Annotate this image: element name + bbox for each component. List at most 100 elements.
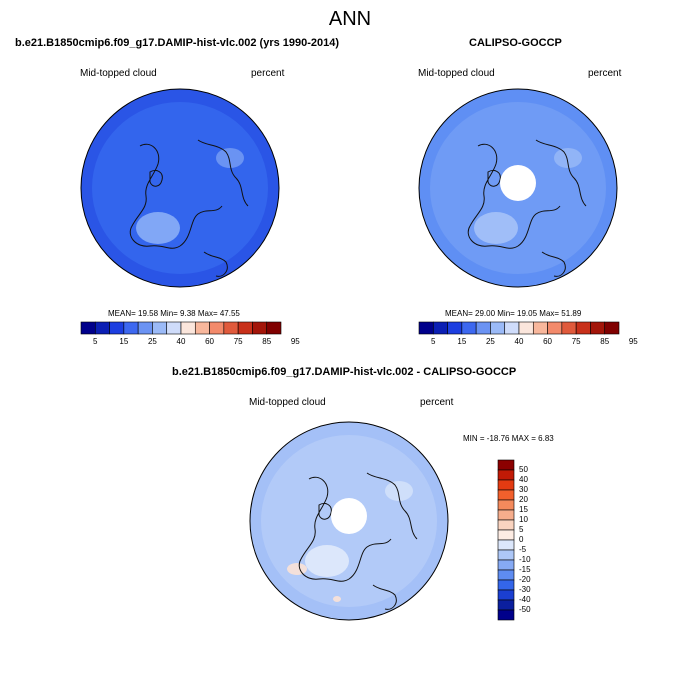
colorbar-swatch (504, 321, 520, 335)
colorbar-tick-label: 40 (176, 337, 186, 346)
coastline (366, 472, 418, 540)
cloud-patch (136, 212, 180, 244)
colorbar-swatch (490, 321, 506, 335)
cloud-patch (474, 212, 518, 244)
colorbar-swatch (223, 321, 239, 335)
colorbar-swatch (497, 569, 515, 581)
colorbar-swatch (575, 321, 591, 335)
colorbar-swatch (475, 321, 491, 335)
colorbar-tick-label: 60 (543, 337, 553, 346)
coastline (129, 143, 223, 249)
panel3-variable: Mid-topped cloud (249, 397, 326, 408)
cloud-band (92, 102, 268, 274)
colorbar-tick-label: -40 (519, 595, 531, 604)
cloud-patch (385, 481, 413, 501)
missing-data-pole (331, 498, 367, 534)
coastline (298, 476, 392, 582)
coastline (372, 584, 397, 610)
figure-title: ANN (328, 8, 372, 30)
colorbar-swatch (94, 321, 110, 335)
colorbar-swatch (497, 459, 515, 471)
colorbar-swatch (497, 479, 515, 491)
colorbar-swatch (497, 519, 515, 531)
colorbar-swatch (497, 529, 515, 541)
panel1-stats: MEAN= 19.58 Min= 9.38 Max= 47.55 (108, 309, 240, 318)
coastline (535, 139, 587, 207)
colorbar-tick-label: 5 (93, 337, 98, 346)
colorbar-tick-label: 30 (519, 485, 528, 494)
colorbar-swatch (461, 321, 477, 335)
colorbar-swatch (497, 499, 515, 511)
panel2-heading: CALIPSO-GOCCP (469, 37, 562, 49)
colorbar-swatch (80, 321, 96, 335)
colorbar-tick-label: -5 (519, 545, 527, 554)
colorbar-swatch (166, 321, 182, 335)
colorbar-tick-label: -15 (519, 565, 531, 574)
colorbar-swatch (418, 321, 434, 335)
colorbar-swatch (497, 589, 515, 601)
colorbar-tick-label: 10 (519, 515, 528, 524)
colorbar-swatch (209, 321, 225, 335)
map-boundary (249, 421, 449, 621)
greenland-coast (318, 502, 332, 520)
cloud-patch (305, 545, 349, 577)
colorbar-tick-label: 5 (431, 337, 436, 346)
colorbar-tick-label: 75 (233, 337, 243, 346)
colorbar-swatch (590, 321, 606, 335)
greenland-coast (487, 169, 501, 187)
colorbar-swatch (497, 559, 515, 571)
panel2-polar-map (418, 88, 618, 288)
colorbar-swatch (137, 321, 153, 335)
colorbar-swatch (497, 599, 515, 611)
panel2-variable: Mid-topped cloud (418, 68, 495, 79)
warm-anomaly (333, 596, 341, 602)
panel1-polar-map (80, 88, 280, 288)
colorbar-tick-label: 50 (519, 465, 528, 474)
panel2-colorbar (418, 321, 620, 335)
greenland-coast (149, 169, 163, 187)
colorbar-tick-label: -10 (519, 555, 531, 564)
colorbar-tick-label: 40 (514, 337, 524, 346)
warm-anomaly (287, 563, 307, 575)
colorbar-tick-label: 15 (119, 337, 129, 346)
panel3-colorbar (497, 459, 515, 621)
colorbar-tick-label: 85 (262, 337, 272, 346)
cloud-patch (554, 148, 582, 168)
colorbar-swatch (547, 321, 563, 335)
panel2-stats: MEAN= 29.00 Min= 19.05 Max= 51.89 (445, 309, 582, 318)
panel1-heading: b.e21.B1850cmip6.f09_g17.DAMIP-hist-vlc.… (15, 37, 340, 49)
colorbar-swatch (447, 321, 463, 335)
colorbar-tick-label: 0 (519, 535, 524, 544)
colorbar-swatch (497, 609, 515, 621)
panel3-heading: b.e21.B1850cmip6.f09_g17.DAMIP-hist-vlc.… (172, 366, 517, 378)
colorbar-tick-label: 20 (519, 495, 528, 504)
colorbar-tick-label: 40 (519, 475, 528, 484)
colorbar-swatch (497, 549, 515, 561)
colorbar-tick-label: 85 (600, 337, 610, 346)
colorbar-tick-label: -50 (519, 605, 531, 614)
colorbar-swatch (432, 321, 448, 335)
colorbar-tick-label: 25 (485, 337, 495, 346)
colorbar-tick-label: -30 (519, 585, 531, 594)
panel1-colorbar (80, 321, 282, 335)
panel1-variable: Mid-topped cloud (80, 68, 157, 79)
panel3-polar-map (249, 421, 449, 621)
colorbar-swatch (497, 579, 515, 591)
missing-data-pole (500, 165, 536, 201)
colorbar-swatch (604, 321, 620, 335)
colorbar-swatch (109, 321, 125, 335)
coastline (197, 139, 249, 207)
colorbar-swatch (561, 321, 577, 335)
colorbar-tick-label: 60 (205, 337, 215, 346)
colorbar-swatch (532, 321, 548, 335)
colorbar-tick-label: 95 (628, 337, 638, 346)
panel1-units: percent (251, 68, 285, 79)
coastline (467, 143, 561, 249)
colorbar-tick-label: 75 (571, 337, 581, 346)
coastline (541, 251, 566, 277)
colorbar-swatch (123, 321, 139, 335)
colorbar-swatch (518, 321, 534, 335)
colorbar-tick-label: 15 (519, 505, 528, 514)
coastline (203, 251, 228, 277)
colorbar-swatch (237, 321, 253, 335)
